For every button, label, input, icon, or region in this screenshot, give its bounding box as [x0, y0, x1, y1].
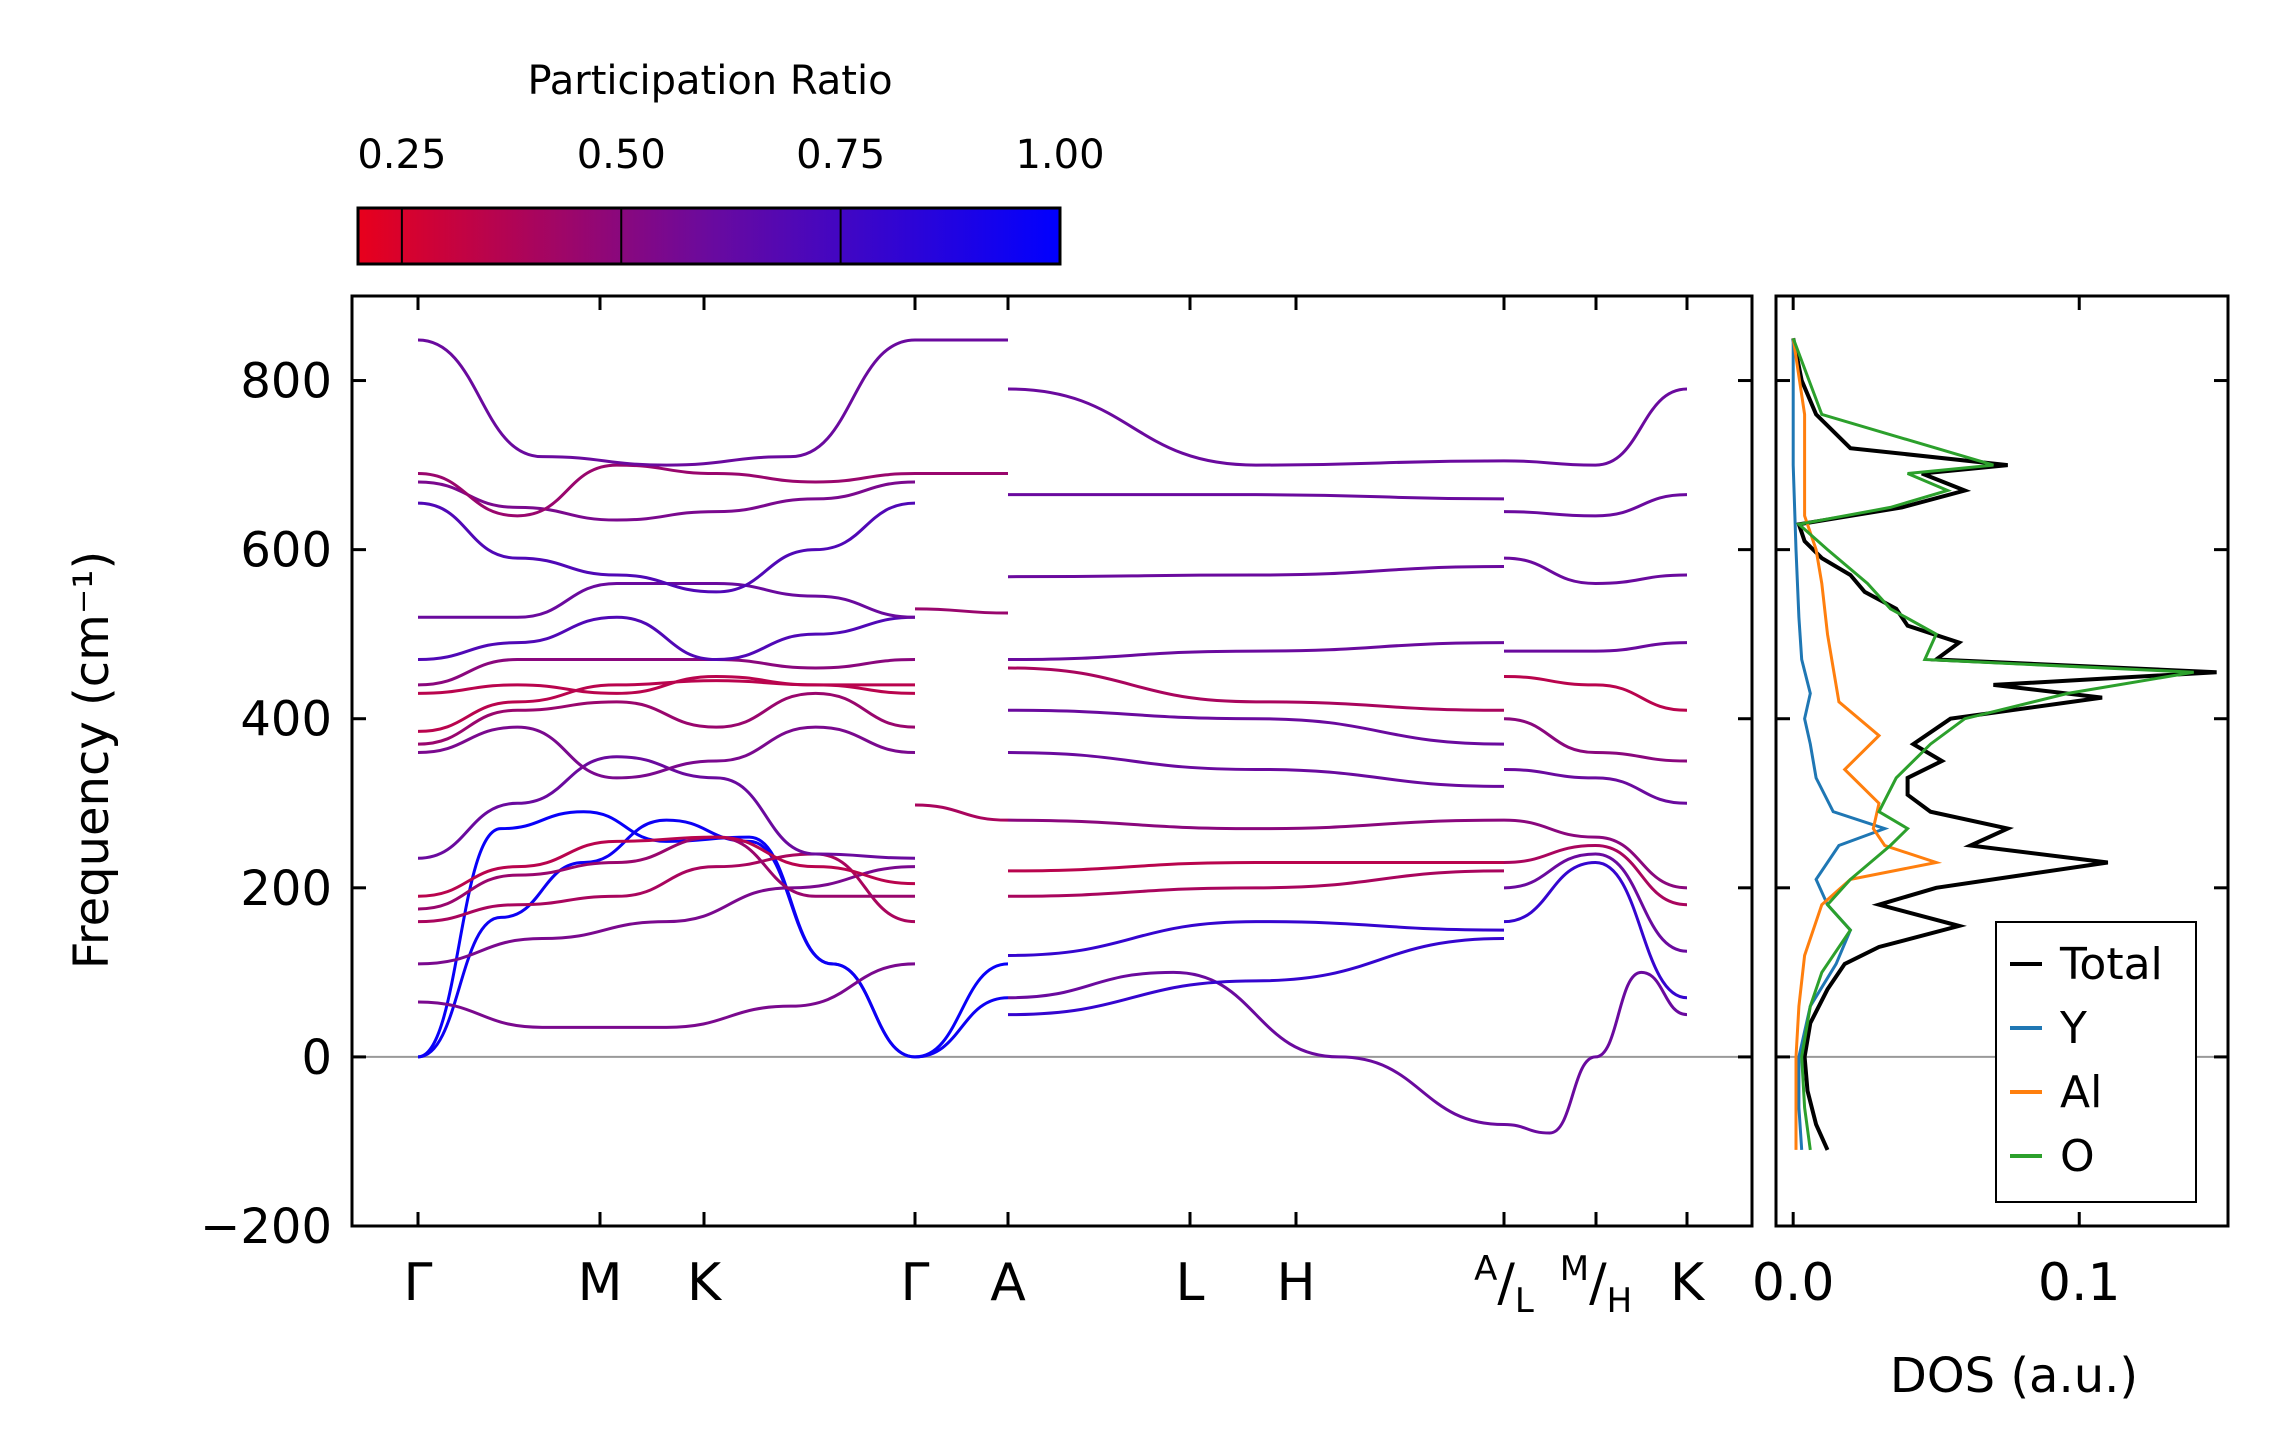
- phonon-band: [417, 501, 916, 594]
- colorbar-tick-label: 0.50: [577, 132, 666, 178]
- x-tick-label: H: [1276, 1253, 1315, 1313]
- colorbar-tick-label: 1.00: [1015, 132, 1104, 178]
- phonon-band: [1007, 970, 1505, 1127]
- phonon-band: [417, 865, 916, 966]
- y-axis-label: Frequency (cm⁻¹): [64, 551, 120, 969]
- legend-label: Y: [2059, 1003, 2087, 1054]
- y-tick-label: 400: [240, 692, 332, 748]
- phonon-bands: [417, 338, 1688, 1135]
- phonon-band: [417, 725, 916, 780]
- phonon-band: [1007, 387, 1505, 467]
- phonon-band: [1503, 387, 1688, 467]
- band-panel-frame: [350, 294, 1754, 1228]
- phonon-band: [1007, 708, 1505, 746]
- phonon-band: [417, 463, 916, 518]
- phonon-band: [1503, 852, 1688, 953]
- phonon-band: [1008, 493, 1505, 501]
- x-axis-ticks: Γ M K Γ A L H A/LM/H K: [404, 296, 1706, 1321]
- legend-label: Al: [2060, 1067, 2102, 1118]
- x-tick-label: Γ: [404, 1253, 433, 1313]
- phonon-band: [1007, 937, 1505, 1017]
- phonon-band: [417, 691, 916, 746]
- y-tick-label: 800: [240, 354, 332, 410]
- phonon-band: [914, 607, 1009, 615]
- x-tick-label: Γ: [901, 1253, 930, 1313]
- phonon-band: [1007, 666, 1505, 712]
- dos-line-o: [1791, 337, 2194, 1151]
- phonon-band: [1503, 717, 1688, 763]
- phonon-band: [1007, 751, 1505, 788]
- dos-legend: Total Y Al O: [1995, 921, 2197, 1203]
- phonon-band: [1504, 641, 1688, 653]
- phonon-band: [914, 996, 1009, 1059]
- phonon-band: [1007, 565, 1505, 579]
- phonon-band: [1007, 641, 1505, 662]
- phonon-band: [1503, 818, 1688, 890]
- phonon-band: [417, 852, 916, 924]
- x-tick-label: A/L: [1474, 1249, 1534, 1321]
- x-tick-label: M/H: [1560, 1249, 1632, 1321]
- y-axis-ticks: −200 0 200 400 600 800: [200, 354, 1752, 1255]
- phonon-band: [1503, 860, 1688, 1000]
- y-tick-label: 600: [240, 523, 332, 579]
- phonon-band: [417, 835, 916, 898]
- phonon-band: [914, 803, 1009, 822]
- phonon-band: [1503, 767, 1688, 805]
- x-tick-label: K: [1670, 1253, 1706, 1313]
- colorbar-gradient: [356, 206, 1062, 266]
- dos-series: [1791, 337, 2217, 1151]
- x-tick-label: A: [990, 1253, 1026, 1313]
- x-tick-label: L: [1176, 1253, 1205, 1313]
- phonon-band: [1503, 493, 1688, 518]
- dos-panel: 0.0 0.1 DOS (a.u.) Total Y Al O: [1752, 294, 2230, 1404]
- x-tick-label: K: [687, 1253, 723, 1313]
- phonon-band: [417, 615, 916, 662]
- y-tick-label: −200: [200, 1199, 332, 1255]
- phonon-band: [418, 581, 916, 619]
- legend-label: Total: [2059, 939, 2163, 990]
- phonon-band: [417, 818, 916, 1059]
- dos-ticks: 0.0 0.1: [1752, 296, 2228, 1313]
- phonon-band: [417, 674, 915, 695]
- phonon-band: [417, 480, 916, 522]
- phonon-band: [417, 835, 915, 911]
- colorbar-tick-label: 0.25: [357, 132, 446, 178]
- phonon-band: [1503, 844, 1688, 907]
- phonon-band: [417, 338, 916, 467]
- phonon-band: [1007, 920, 1505, 957]
- phonon-band: [1503, 674, 1688, 712]
- x-tick-label: M: [578, 1253, 623, 1313]
- dos-x-axis-label: DOS (a.u.): [1890, 1348, 2138, 1404]
- colorbar-label: Participation Ratio: [527, 58, 892, 104]
- phonon-band: [417, 658, 916, 687]
- legend-label: O: [2060, 1131, 2095, 1182]
- phonon-band: [1503, 556, 1688, 585]
- phonon-band: [1007, 860, 1504, 873]
- dos-line-y: [1791, 338, 1890, 1150]
- dos-x-tick-label: 0.0: [1752, 1253, 1835, 1313]
- y-tick-label: 200: [240, 861, 332, 917]
- phonon-band: [914, 962, 1009, 1059]
- phonon-band: [417, 679, 916, 733]
- phonon-band: [417, 962, 916, 1029]
- dos-x-tick-label: 0.1: [2038, 1253, 2121, 1313]
- colorbar: Participation Ratio 0.25 0.50 0.75 1.00: [356, 58, 1105, 266]
- colorbar-tick-label: 0.75: [796, 132, 885, 178]
- dos-panel-frame: [1774, 294, 2230, 1228]
- dos-line-total: [1791, 337, 2217, 1151]
- phonon-band: [1007, 818, 1505, 831]
- y-tick-label: 0: [301, 1030, 332, 1086]
- phonon-band: [1503, 970, 1688, 1135]
- phonon-band: [417, 755, 916, 860]
- phonon-band: [1007, 869, 1505, 898]
- colorbar-ticks: 0.25 0.50 0.75 1.00: [357, 132, 1105, 264]
